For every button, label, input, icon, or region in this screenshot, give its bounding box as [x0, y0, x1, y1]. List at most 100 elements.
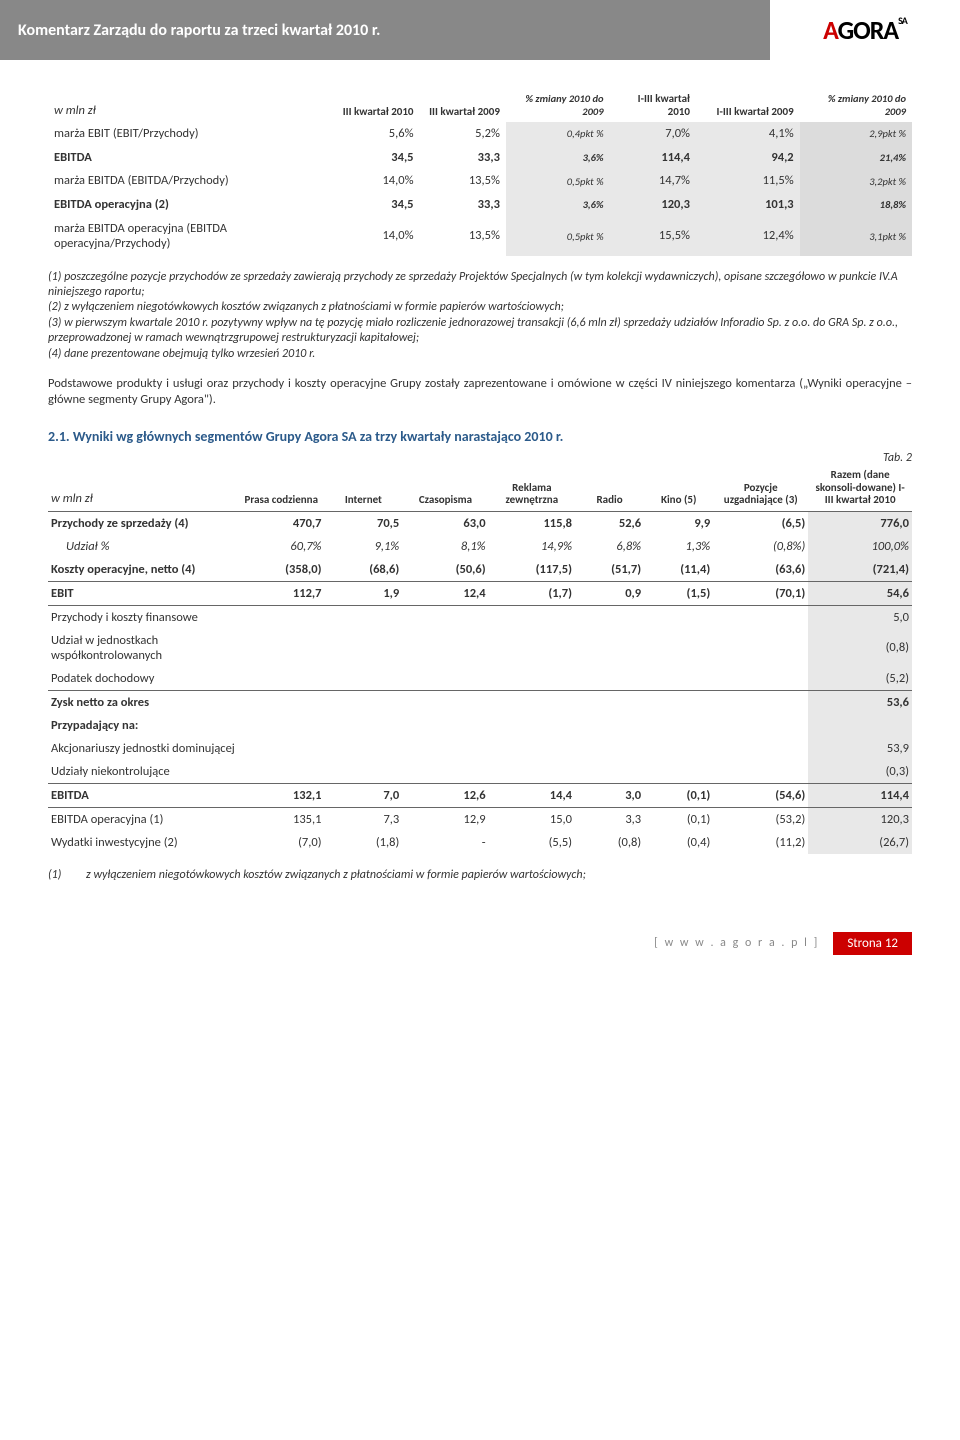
- t2-cell: [489, 667, 575, 691]
- t1-cell: 114,4: [610, 146, 696, 170]
- t2-cell: (0,1): [644, 783, 713, 807]
- t2-cell: [575, 714, 644, 737]
- t2-cell: (1,5): [644, 581, 713, 605]
- t2-h-c6: Kino (5): [644, 465, 713, 511]
- t1-cell: 3,2pkt %: [800, 169, 912, 193]
- t2-cell: [713, 760, 808, 784]
- t2-cell: [489, 629, 575, 667]
- t2-cell: (0,8%): [713, 535, 808, 558]
- t2-cell: (0,3): [808, 760, 912, 784]
- section-title: 2.1. Wyniki wg głównych segmentów Grupy …: [48, 428, 912, 445]
- t2-cell: [644, 667, 713, 691]
- t2-cell: [644, 629, 713, 667]
- t1-cell: 18,8%: [800, 193, 912, 217]
- t2-cell: 60,7%: [238, 535, 324, 558]
- t2-cell: [238, 760, 324, 784]
- t2-cell: 776,0: [808, 511, 912, 535]
- t1-cell: 33,3: [420, 146, 506, 170]
- paragraph-1: Podstawowe produkty i usługi oraz przych…: [48, 376, 912, 408]
- t2-row-label: Zysk netto za okres: [48, 690, 238, 714]
- t1-cell: 14,7%: [610, 169, 696, 193]
- t2-cell: [575, 605, 644, 629]
- t2-cell: [324, 714, 402, 737]
- t2-cell: [402, 760, 488, 784]
- logo: AGORASA: [823, 14, 907, 46]
- t2-cell: [324, 605, 402, 629]
- t2-cell: 54,6: [808, 581, 912, 605]
- t2-cell: 100,0%: [808, 535, 912, 558]
- t1-cell: 0,5pkt %: [506, 169, 610, 193]
- table-2: w mln zł Prasa codzienna Internet Czasop…: [48, 465, 912, 854]
- t2-cell: (5,5): [489, 831, 575, 854]
- t2-cell: [575, 690, 644, 714]
- t2-row-label: Podatek dochodowy: [48, 667, 238, 691]
- t2-cell: [402, 737, 488, 760]
- logo-sa: SA: [898, 14, 907, 27]
- t1-cell: 34,5: [333, 146, 419, 170]
- t2-cell: [575, 629, 644, 667]
- t2-cell: (51,7): [575, 558, 644, 582]
- t2-cell: 6,8%: [575, 535, 644, 558]
- t2-cell: [489, 714, 575, 737]
- t1-cell: 34,5: [333, 193, 419, 217]
- t2-h-unit: w mln zł: [48, 465, 238, 511]
- t2-cell: 53,6: [808, 690, 912, 714]
- t2-row-label: Akcjonariuszy jednostki dominującej: [48, 737, 238, 760]
- footer: [ w w w . a g o r a . p l ] Strona 12: [0, 932, 960, 973]
- t2-cell: (26,7): [808, 831, 912, 854]
- t1-row-label: EBITDA operacyjna (2): [48, 193, 333, 217]
- t1-cell: 11,5%: [696, 169, 800, 193]
- t2-cell: [489, 690, 575, 714]
- t1-cell: 14,0%: [333, 217, 419, 256]
- t2-cell: (358,0): [238, 558, 324, 582]
- footnote-2: (1)z wyłączeniem niegotówkowych kosztów …: [48, 868, 912, 882]
- t2-cell: [324, 760, 402, 784]
- t2-cell: 120,3: [808, 807, 912, 831]
- t2-cell: [238, 667, 324, 691]
- t2-cell: (0,4): [644, 831, 713, 854]
- t2-cell: (0,8): [808, 629, 912, 667]
- t1-cell: 7,0%: [610, 122, 696, 146]
- t2-cell: (117,5): [489, 558, 575, 582]
- t2-cell: 8,1%: [402, 535, 488, 558]
- t2-cell: [402, 605, 488, 629]
- t1-cell: 0,4pkt %: [506, 122, 610, 146]
- logo-a: A: [823, 14, 837, 46]
- t2-cell: [402, 714, 488, 737]
- t2-cell: [575, 760, 644, 784]
- t1-h-c2: III kwartał 2009: [420, 88, 506, 122]
- t2-row-label: EBITDA operacyjna (1): [48, 807, 238, 831]
- t2-cell: [713, 737, 808, 760]
- t2-row-label: Koszty operacyjne, netto (4): [48, 558, 238, 582]
- notes-1: (1) poszczególne pozycje przychodów ze s…: [48, 270, 912, 362]
- t2-cell: 5,0: [808, 605, 912, 629]
- t2-cell: 12,9: [402, 807, 488, 831]
- t2-h-c5: Radio: [575, 465, 644, 511]
- t2-cell: (1,7): [489, 581, 575, 605]
- logo-text: GORA: [838, 14, 899, 46]
- t1-row-label: EBITDA: [48, 146, 333, 170]
- t2-row-label: Udziały niekontrolujące: [48, 760, 238, 784]
- t2-cell: 1,9: [324, 581, 402, 605]
- t2-cell: [489, 605, 575, 629]
- t1-cell: 2,9pkt %: [800, 122, 912, 146]
- t2-h-c1: Prasa codzienna: [238, 465, 324, 511]
- t2-cell: 115,8: [489, 511, 575, 535]
- t1-cell: 13,5%: [420, 217, 506, 256]
- footnote-2-text: z wyłączeniem niegotówkowych kosztów zwi…: [86, 868, 586, 882]
- t2-cell: 12,6: [402, 783, 488, 807]
- t1-cell: 21,4%: [800, 146, 912, 170]
- t2-cell: (7,0): [238, 831, 324, 854]
- t2-cell: [575, 737, 644, 760]
- t2-cell: (54,6): [713, 783, 808, 807]
- t2-cell: [489, 737, 575, 760]
- t2-row-label: EBITDA: [48, 783, 238, 807]
- t1-cell: 3,6%: [506, 193, 610, 217]
- t2-cell: 0,9: [575, 581, 644, 605]
- t1-h-unit: w mln zł: [48, 88, 333, 122]
- t2-h-c3: Czasopisma: [402, 465, 488, 511]
- t1-row-label: marża EBITDA operacyjna (EBITDA operacyj…: [48, 217, 333, 256]
- t2-cell: 9,1%: [324, 535, 402, 558]
- page-content: w mln zł III kwartał 2010 III kwartał 20…: [0, 60, 960, 902]
- t2-cell: [644, 690, 713, 714]
